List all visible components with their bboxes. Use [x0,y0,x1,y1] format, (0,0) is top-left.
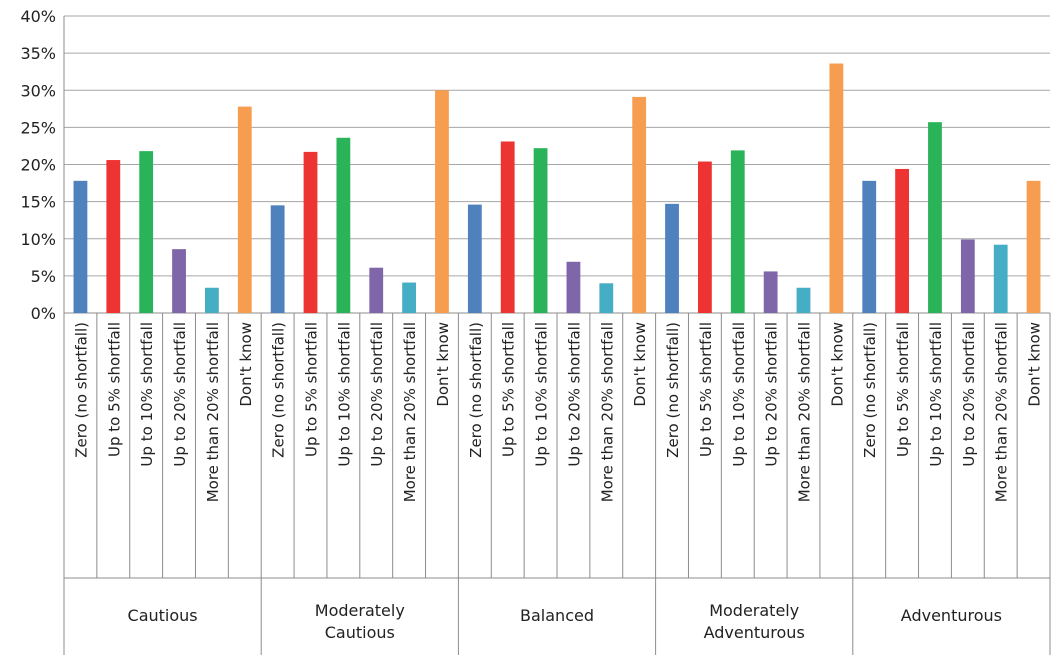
bar-2-1 [270,205,285,313]
bar-5-4 [960,239,975,313]
bar-2-2 [303,151,318,313]
x-category-label: Up to 10% shortfall [335,322,353,467]
x-category-label: Up to 5% shortfall [894,322,912,457]
x-category-label: Up to 10% shortfall [927,322,945,467]
bar-4-5 [796,287,811,313]
x-category-label: Up to 20% shortfall [763,322,781,467]
x-category-label: Zero (no shortfall) [861,322,879,458]
bar-5-2 [895,168,910,313]
x-category-label: Don't know [631,322,649,407]
bar-5-3 [928,122,942,314]
y-tick-label: 20% [20,156,56,175]
x-category-label: Up to 5% shortfall [500,322,518,457]
bar-1-1 [73,180,88,313]
bar-3-6 [632,96,647,314]
x-category-label: Don't know [1026,322,1044,407]
x-category-label: Up to 20% shortfall [368,322,386,467]
x-category-label: Up to 5% shortfall [697,322,715,457]
bar-1-4 [172,249,186,313]
x-axis-category-labels: Zero (no shortfall) Up to 5% shortfall Up … [72,322,1043,502]
group-label: Cautious [128,606,198,625]
y-tick-label: 15% [20,193,56,212]
y-tick-label: 25% [20,118,56,137]
x-category-label: Don't know [237,322,255,407]
x-category-label: Zero (no shortfall) [467,322,485,458]
x-category-label: Zero (no shortfall) [72,322,90,458]
bar-4-4 [763,271,778,313]
x-category-label: More than 20% shortfall [401,322,419,502]
x-category-label: More than 20% shortfall [993,322,1011,502]
bar-5-1 [862,180,877,313]
bar-3-2 [500,141,515,313]
y-axis-ticks: 0% 5% 10% 15% 20% 25% 30% 35% 40% [20,7,56,323]
x-category-label: Up to 10% shortfall [533,322,551,467]
bar-1-5 [204,287,219,313]
x-category-label: More than 20% shortfall [204,322,222,502]
bar-4-2 [697,161,712,313]
bar-3-5 [599,283,614,313]
x-category-label: Up to 10% shortfall [138,322,156,467]
bar-4-3 [730,150,745,313]
bar-2-3 [336,137,351,313]
y-tick-label: 0% [31,304,56,323]
y-tick-label: 30% [20,81,56,100]
group-label: Adventurous [901,606,1002,625]
bar-2-4 [369,267,384,313]
x-category-label: Up to 20% shortfall [171,322,189,467]
x-category-label: Up to 5% shortfall [105,322,123,457]
x-category-label: Zero (no shortfall) [270,322,288,458]
bars [73,63,1041,314]
y-tick-label: 35% [20,44,56,63]
x-category-label: More than 20% shortfall [796,322,814,502]
group-label: Balanced [520,606,594,625]
x-axis-group-labels: Cautious Moderately Cautious Balanced Modera… [128,601,1002,642]
bar-3-3 [533,148,548,313]
bar-1-2 [106,160,121,313]
bar-2-6 [435,90,449,313]
bar-5-5 [993,244,1008,313]
x-category-label: Up to 20% shortfall [960,322,978,467]
bar-4-1 [665,203,679,313]
x-category-label: Up to 10% shortfall [730,322,748,467]
y-tick-label: 5% [31,267,56,286]
x-category-label: Up to 5% shortfall [303,322,321,457]
bar-1-6 [237,106,252,314]
x-category-label: Up to 20% shortfall [565,322,583,467]
x-category-label: Don't know [434,322,452,407]
x-category-label: More than 20% shortfall [598,322,616,502]
x-category-label: Zero (no shortfall) [664,322,682,458]
bar-3-4 [566,261,581,313]
y-tick-label: 10% [20,230,56,249]
bar-1-3 [139,151,154,313]
bar-5-6 [1026,180,1041,313]
bar-3-1 [467,204,482,313]
gridlines [63,15,1051,655]
x-category-label: Don't know [828,322,846,407]
group-label: Moderately Cautious [315,601,405,642]
y-tick-label: 40% [20,7,56,26]
bar-4-6 [829,63,844,313]
bar-2-5 [402,282,417,313]
group-label: Moderately Adventurous [704,601,805,642]
